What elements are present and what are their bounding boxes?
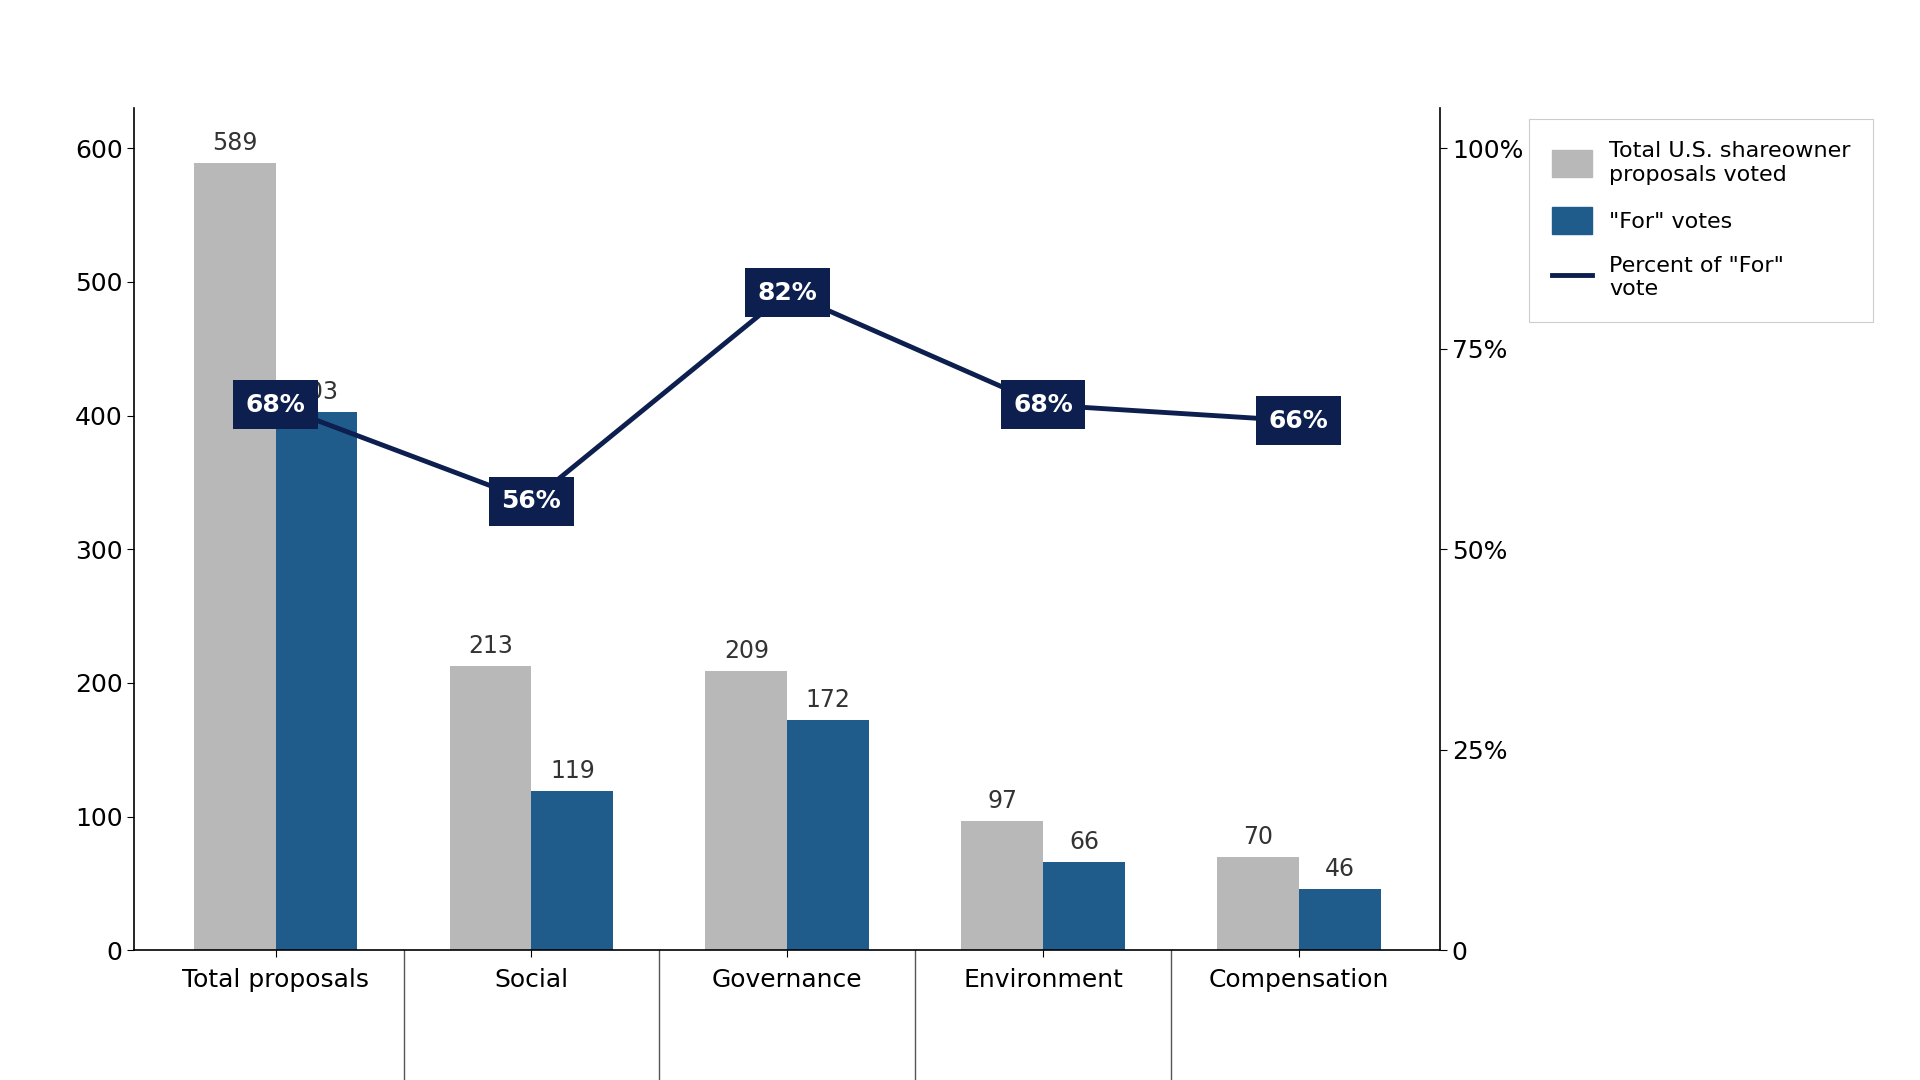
Text: 209: 209: [724, 639, 768, 663]
Text: 172: 172: [806, 688, 851, 713]
Bar: [449, 665, 532, 950]
Bar: [1298, 889, 1380, 950]
Bar: [532, 792, 612, 950]
Text: 97: 97: [987, 788, 1018, 812]
Bar: [962, 821, 1043, 950]
Text: 66: 66: [1069, 831, 1098, 854]
Bar: [1217, 856, 1298, 950]
Text: 68%: 68%: [246, 393, 305, 417]
Text: 56%: 56%: [501, 489, 561, 513]
Bar: [1043, 862, 1125, 950]
Legend: Total U.S. shareowner
proposals voted, "For" votes, Percent of "For"
vote: Total U.S. shareowner proposals voted, "…: [1530, 119, 1874, 322]
Text: 119: 119: [549, 759, 595, 783]
Bar: [787, 720, 870, 950]
Text: 589: 589: [211, 131, 257, 154]
Text: 46: 46: [1325, 856, 1356, 881]
Text: 403: 403: [294, 379, 340, 404]
Text: 70: 70: [1242, 825, 1273, 849]
Bar: [194, 163, 276, 950]
Text: 82%: 82%: [756, 281, 818, 305]
Text: 66%: 66%: [1269, 409, 1329, 433]
Bar: [276, 411, 357, 950]
Text: 68%: 68%: [1014, 393, 1073, 417]
Bar: [705, 671, 787, 950]
Text: 213: 213: [468, 634, 513, 658]
